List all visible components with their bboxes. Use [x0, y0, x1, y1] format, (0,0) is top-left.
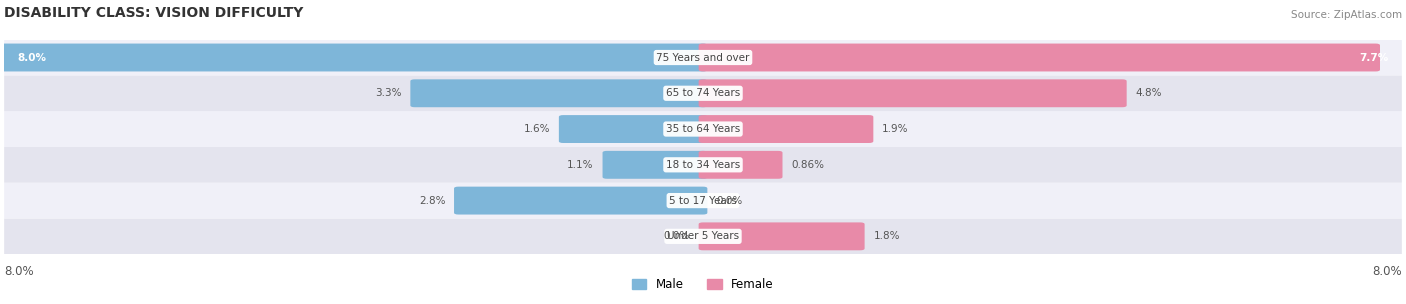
FancyBboxPatch shape	[699, 151, 783, 179]
Text: 7.7%: 7.7%	[1360, 53, 1389, 63]
Text: 3.3%: 3.3%	[375, 88, 402, 98]
FancyBboxPatch shape	[558, 115, 707, 143]
Text: 1.1%: 1.1%	[567, 160, 593, 170]
Text: 8.0%: 8.0%	[1372, 265, 1402, 278]
Text: 4.8%: 4.8%	[1136, 88, 1161, 98]
Text: Source: ZipAtlas.com: Source: ZipAtlas.com	[1291, 10, 1402, 20]
Text: 35 to 64 Years: 35 to 64 Years	[666, 124, 740, 134]
FancyBboxPatch shape	[4, 111, 1402, 147]
Text: 18 to 34 Years: 18 to 34 Years	[666, 160, 740, 170]
Text: 0.86%: 0.86%	[792, 160, 824, 170]
FancyBboxPatch shape	[699, 115, 873, 143]
Text: 8.0%: 8.0%	[17, 53, 46, 63]
Text: 1.9%: 1.9%	[882, 124, 908, 134]
FancyBboxPatch shape	[4, 183, 1402, 219]
FancyBboxPatch shape	[699, 43, 1381, 71]
Text: DISABILITY CLASS: VISION DIFFICULTY: DISABILITY CLASS: VISION DIFFICULTY	[4, 6, 304, 20]
FancyBboxPatch shape	[4, 147, 1402, 183]
FancyBboxPatch shape	[699, 79, 1126, 107]
FancyBboxPatch shape	[4, 219, 1402, 254]
FancyBboxPatch shape	[699, 223, 865, 250]
Text: 8.0%: 8.0%	[4, 265, 34, 278]
Legend: Male, Female: Male, Female	[627, 273, 779, 295]
Text: 0.0%: 0.0%	[716, 195, 742, 206]
FancyBboxPatch shape	[4, 40, 1402, 75]
Text: 0.0%: 0.0%	[664, 231, 690, 241]
Text: 75 Years and over: 75 Years and over	[657, 53, 749, 63]
FancyBboxPatch shape	[603, 151, 707, 179]
Text: 2.8%: 2.8%	[419, 195, 446, 206]
FancyBboxPatch shape	[454, 187, 707, 215]
Text: 65 to 74 Years: 65 to 74 Years	[666, 88, 740, 98]
Text: Under 5 Years: Under 5 Years	[666, 231, 740, 241]
FancyBboxPatch shape	[411, 79, 707, 107]
Text: 5 to 17 Years: 5 to 17 Years	[669, 195, 737, 206]
FancyBboxPatch shape	[4, 75, 1402, 111]
Text: 1.8%: 1.8%	[873, 231, 900, 241]
Text: 1.6%: 1.6%	[523, 124, 550, 134]
FancyBboxPatch shape	[0, 43, 707, 71]
